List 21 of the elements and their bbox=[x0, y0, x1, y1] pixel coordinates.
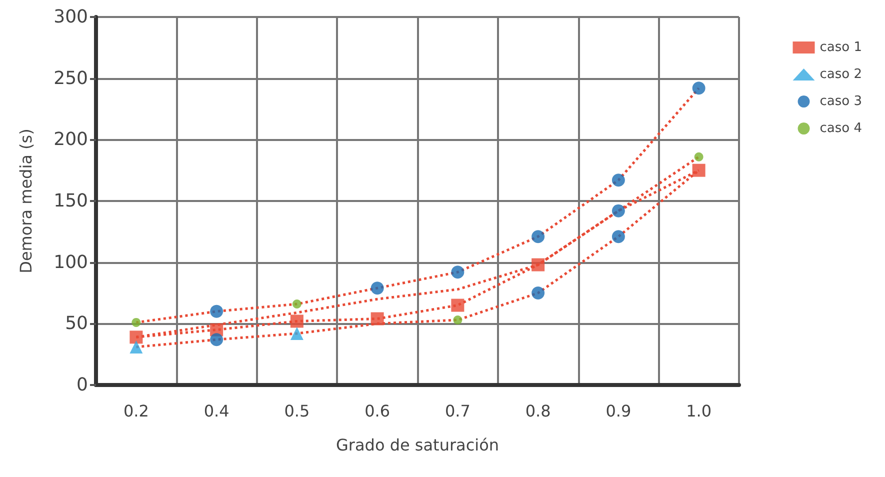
x-tick-label: 0.6 bbox=[364, 402, 390, 420]
y-tick-label: 300 bbox=[54, 6, 88, 28]
legend-label: caso 4 bbox=[820, 121, 862, 136]
legend-label: caso 1 bbox=[820, 40, 862, 55]
y-tick-label: 250 bbox=[54, 68, 88, 89]
y-tick-label: 100 bbox=[54, 252, 88, 273]
legend-label: caso 2 bbox=[820, 67, 862, 82]
x-tick-label: 0.5 bbox=[284, 402, 310, 420]
x-axis-title: Grado de saturación bbox=[336, 436, 500, 454]
x-tick-label: 0.2 bbox=[123, 402, 149, 420]
legend-label: caso 3 bbox=[820, 94, 862, 109]
y-tick-label: 0 bbox=[76, 374, 88, 396]
x-tick-label: 0.9 bbox=[606, 402, 632, 420]
y-tick-label: 150 bbox=[54, 190, 88, 212]
x-tick-label: 0.4 bbox=[204, 402, 230, 420]
y-axis-title: Demora media (s) bbox=[16, 128, 36, 274]
x-tick-label: 1.0 bbox=[686, 402, 712, 420]
x-tick-label: 0.8 bbox=[525, 402, 551, 420]
y-tick-label: 50 bbox=[65, 313, 88, 334]
x-tick-label: 0.7 bbox=[444, 402, 470, 420]
y-tick-label: 200 bbox=[54, 129, 88, 150]
